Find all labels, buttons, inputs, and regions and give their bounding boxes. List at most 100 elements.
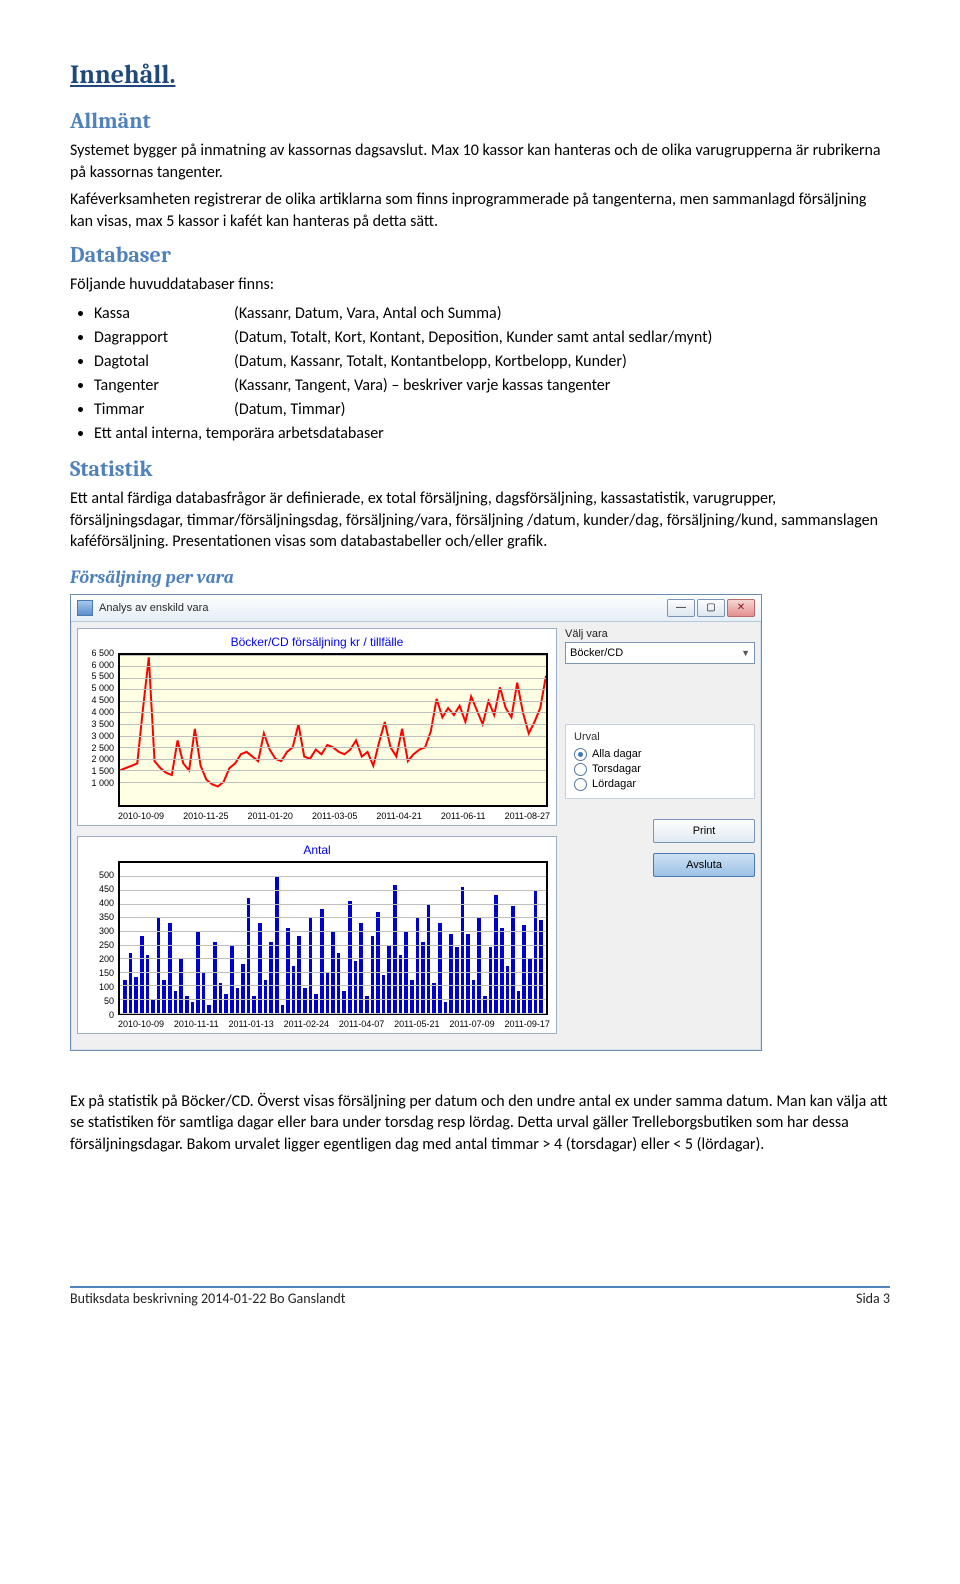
radio-label: Alla dagar: [592, 748, 642, 760]
y-tick: 5 500: [80, 671, 114, 681]
chart1-xaxis: 2010-10-092010-11-252011-01-202011-03-05…: [118, 809, 550, 823]
chart-forsaljning: Böcker/CD försäljning kr / tillfälle 6 5…: [77, 628, 557, 826]
page-footer: Butiksdata beskrivning 2014-01-22 Bo Gan…: [70, 1286, 890, 1307]
bar: [444, 1002, 448, 1013]
allmant-p2: Kaféverksamheten registrerar de olika ar…: [70, 189, 890, 232]
y-tick: 3 500: [80, 719, 114, 729]
databaser-intro: Följande huvuddatabaser finns:: [70, 274, 890, 296]
chart2-plot: 500450400350300250200150100500: [118, 861, 548, 1015]
bar: [376, 912, 380, 1013]
y-tick: 50: [80, 996, 114, 1006]
close-button[interactable]: ✕: [727, 599, 755, 617]
y-tick: 150: [80, 968, 114, 978]
app-icon: [77, 600, 93, 616]
y-tick: 4 000: [80, 707, 114, 717]
bar: [281, 1005, 285, 1013]
valj-vara-value: Böcker/CD: [570, 647, 623, 659]
db-name: Tangenter: [94, 374, 234, 398]
bar: [506, 966, 510, 1012]
valj-vara-combo[interactable]: Böcker/CD ▼: [565, 642, 755, 664]
db-desc: (Datum, Totalt, Kort, Kontant, Depositio…: [234, 326, 890, 350]
bar: [421, 942, 425, 1013]
x-tick: 2011-08-27: [505, 811, 550, 821]
bar: [146, 955, 150, 1012]
radio-label: Lördagar: [592, 778, 636, 790]
side-panel: Välj vara Böcker/CD ▼ Urval Alla dagar T…: [565, 628, 755, 877]
y-tick: 350: [80, 912, 114, 922]
db-desc: (Datum, Kassanr, Totalt, Kontantbelopp, …: [234, 350, 890, 374]
bar: [224, 994, 228, 1013]
bar: [461, 887, 465, 1012]
x-tick: 2011-04-07: [339, 1019, 384, 1029]
bar: [230, 945, 234, 1013]
bar: [202, 972, 206, 1013]
radio-lordagar[interactable]: Lördagar: [574, 777, 746, 792]
y-tick: 1 500: [80, 766, 114, 776]
section-statistik: Statistik: [70, 456, 890, 482]
db-extra: Ett antal interna, temporära arbetsdatab…: [94, 424, 384, 443]
bar: [314, 994, 318, 1013]
x-tick: 2011-07-09: [449, 1019, 494, 1029]
bar: [432, 983, 436, 1013]
x-tick: 2010-10-09: [118, 811, 164, 821]
bar: [387, 945, 391, 1013]
db-name: Dagtotal: [94, 350, 234, 374]
toc-heading: Innehåll.: [70, 60, 890, 90]
bar: [494, 895, 498, 1012]
y-tick: 2 000: [80, 754, 114, 764]
radio-icon: [574, 763, 587, 776]
db-desc: (Datum, Timmar): [234, 398, 890, 422]
chart1-title: Böcker/CD försäljning kr / tillfälle: [84, 635, 550, 649]
avsluta-button[interactable]: Avsluta: [653, 853, 755, 877]
bar: [269, 942, 273, 1013]
minimize-button[interactable]: —: [667, 599, 695, 617]
urval-group: Urval Alla dagar Torsdagar Lördagar: [565, 724, 755, 799]
y-tick: 500: [80, 870, 114, 880]
databaser-list: Kassa(Kassanr, Datum, Vara, Antal och Su…: [94, 302, 890, 446]
bar: [236, 988, 240, 1013]
print-button[interactable]: Print: [653, 819, 755, 843]
db-desc: (Kassanr, Tangent, Vara) – beskriver var…: [234, 374, 890, 398]
section-databaser: Databaser: [70, 242, 890, 268]
bar: [517, 991, 521, 1013]
footer-left: Butiksdata beskrivning 2014-01-22 Bo Gan…: [70, 1290, 345, 1307]
valj-vara-label: Välj vara: [565, 628, 755, 640]
x-tick: 2010-10-09: [118, 1019, 164, 1029]
chart2-xaxis: 2010-10-092010-11-112011-01-132011-02-24…: [118, 1017, 550, 1031]
y-tick: 450: [80, 884, 114, 894]
bar: [382, 975, 386, 1013]
urval-title: Urval: [574, 731, 746, 743]
x-tick: 2010-11-11: [174, 1019, 219, 1029]
radio-icon: [574, 748, 587, 761]
x-tick: 2011-09-17: [505, 1019, 550, 1029]
db-name: Timmar: [94, 398, 234, 422]
bar: [207, 1005, 211, 1013]
bar: [489, 947, 493, 1012]
section-allmant: Allmänt: [70, 108, 890, 134]
maximize-button[interactable]: ▢: [697, 599, 725, 617]
footer-right: Sida 3: [856, 1290, 890, 1307]
radio-alla-dagar[interactable]: Alla dagar: [574, 747, 746, 762]
x-tick: 2011-04-21: [376, 811, 421, 821]
db-desc: (Kassanr, Datum, Vara, Antal och Summa): [234, 302, 890, 326]
y-tick: 0: [80, 1010, 114, 1020]
bar: [337, 953, 341, 1013]
bar: [151, 999, 155, 1013]
bar: [213, 942, 217, 1013]
bar: [134, 977, 138, 1012]
db-name: Dagrapport: [94, 326, 234, 350]
radio-torsdagar[interactable]: Torsdagar: [574, 762, 746, 777]
window-title: Analys av enskild vara: [99, 602, 667, 614]
y-tick: 5 000: [80, 683, 114, 693]
bar: [191, 1002, 195, 1013]
x-tick: 2011-06-11: [441, 811, 486, 821]
y-tick: 4 500: [80, 695, 114, 705]
bar: [342, 991, 346, 1013]
y-tick: 200: [80, 954, 114, 964]
y-tick: 3 000: [80, 731, 114, 741]
y-tick: 6 000: [80, 660, 114, 670]
x-tick: 2011-05-21: [394, 1019, 439, 1029]
bar: [219, 983, 223, 1013]
x-tick: 2011-02-24: [284, 1019, 329, 1029]
bar: [326, 972, 330, 1013]
